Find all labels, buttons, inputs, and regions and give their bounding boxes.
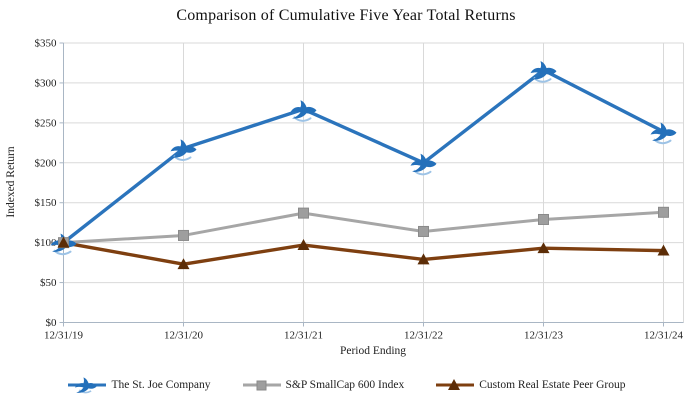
bird-marker-icon: [170, 139, 197, 158]
x-tick-label: 12/31/19: [44, 330, 84, 342]
y-tick-label: $250: [35, 117, 58, 129]
x-tick-label: 12/31/21: [284, 330, 323, 342]
triangle-marker-icon: [297, 239, 310, 250]
legend-label: S&P SmallCap 600 Index: [285, 379, 405, 391]
legend-item: Custom Real Estate Peer Group: [434, 375, 626, 395]
legend-item: S&P SmallCap 600 Index: [241, 375, 405, 395]
y-tick-label: $100: [35, 237, 58, 249]
series-line: [61, 240, 666, 266]
bird-marker-icon: [410, 153, 437, 173]
triangle-marker-icon: [657, 244, 670, 256]
legend-label: Custom Real Estate Peer Group: [479, 379, 626, 391]
y-tick-label: $150: [35, 197, 58, 209]
bird-marker-icon: [530, 61, 557, 80]
chart-legend: The St. Joe Company S&P SmallCap 600 Inde…: [0, 375, 692, 395]
square-marker-icon: [418, 225, 429, 237]
x-tick-label: 12/31/24: [644, 330, 684, 342]
chart-title: Comparison of Cumulative Five Year Total…: [176, 7, 516, 24]
square-marker-icon: [538, 213, 549, 225]
x-axis-title: Period Ending: [339, 345, 407, 357]
square-marker-icon: [178, 229, 189, 241]
legend-item: The St. Joe Company: [66, 375, 211, 395]
series-line: [62, 210, 665, 245]
triangle-marker-icon: [57, 236, 70, 248]
square-marker-icon: [658, 206, 669, 218]
y-tick-label: $200: [35, 157, 58, 169]
legend-label: The St. Joe Company: [111, 379, 211, 391]
series-line: [61, 68, 666, 245]
bird-marker-icon: [650, 122, 677, 141]
legend-marker-icon: [242, 380, 281, 391]
triangle-marker-icon: [177, 258, 190, 270]
legend-marker-icon: [436, 379, 475, 390]
legend-marker-icon: [68, 377, 107, 394]
x-tick-label: 12/31/23: [524, 330, 564, 342]
triangle-marker-icon: [537, 242, 550, 254]
y-tick-label: $50: [40, 277, 57, 289]
x-tick-label: 12/31/20: [164, 330, 204, 342]
square-marker-icon: [298, 207, 309, 219]
y-tick-label: $350: [35, 38, 58, 50]
x-tick-label: 12/31/22: [404, 330, 443, 342]
y-tick-label: $300: [35, 77, 58, 89]
triangle-marker-icon: [417, 253, 430, 265]
y-tick-label: $0: [46, 317, 58, 329]
bird-marker-icon: [290, 100, 317, 119]
